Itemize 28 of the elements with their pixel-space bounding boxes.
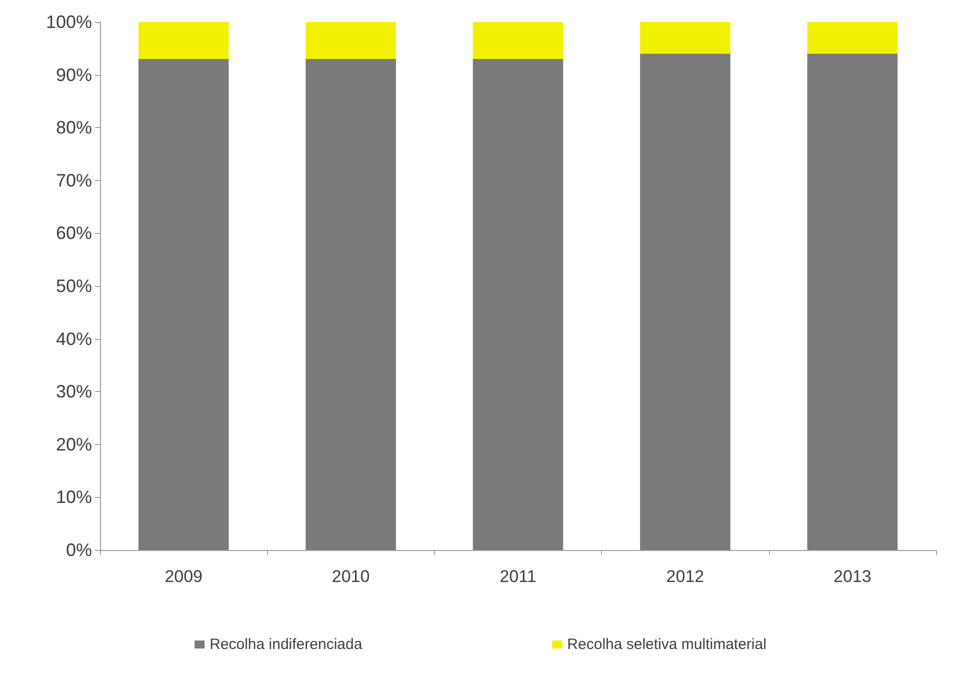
- bar: [138, 58, 229, 550]
- y-tick-label: 70%: [56, 170, 92, 190]
- bar: [640, 54, 730, 550]
- y-tick-label: 60%: [56, 223, 92, 244]
- bar: [138, 22, 229, 59]
- y-tick-label: 100%: [46, 12, 92, 32]
- y-tick-label: 80%: [56, 118, 92, 138]
- legend-label: Recolha indiferenciada: [210, 636, 363, 653]
- x-tick-label: 2012: [666, 567, 704, 586]
- bar: [472, 58, 564, 550]
- bar: [640, 22, 730, 54]
- bar: [306, 22, 396, 59]
- x-tick-label: 2010: [332, 567, 370, 586]
- x-tick-label: 2011: [500, 567, 536, 586]
- y-tick-label: 20%: [56, 434, 92, 454]
- y-tick-label: 40%: [56, 328, 92, 349]
- bar: [472, 22, 564, 59]
- y-tick-label: 90%: [56, 64, 92, 85]
- bar: [807, 54, 898, 550]
- x-tick-label: 2009: [164, 567, 203, 586]
- y-tick-label: 0%: [66, 540, 92, 560]
- x-tick-label: 2013: [833, 567, 872, 586]
- bar: [306, 58, 396, 550]
- y-tick-label: 50%: [56, 276, 92, 296]
- y-tick-label: 10%: [56, 487, 92, 508]
- y-tick-label: 30%: [56, 382, 92, 402]
- legend-label: Recolha seletiva multimaterial: [567, 636, 766, 653]
- bar: [807, 22, 898, 54]
